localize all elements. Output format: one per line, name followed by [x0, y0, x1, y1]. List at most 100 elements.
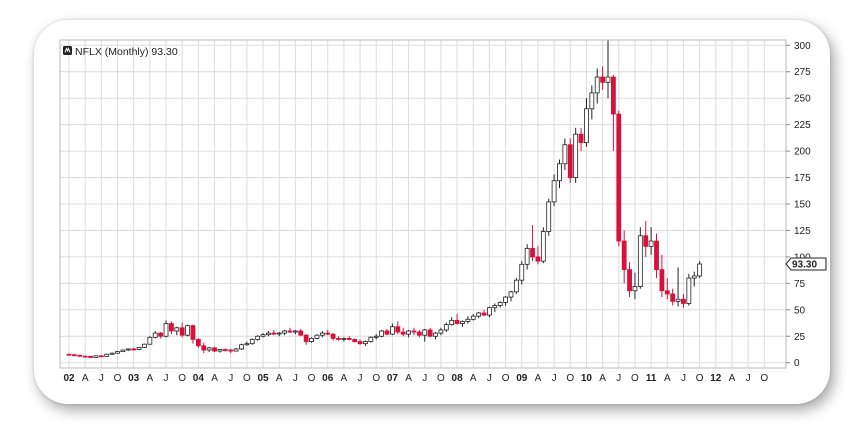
- candle-body: [433, 332, 438, 337]
- sc-logo-icon: [63, 46, 72, 55]
- candle-down: [82, 355, 88, 358]
- last-price-marker: 93.30: [785, 257, 827, 270]
- candle-down: [287, 327, 293, 334]
- y-tick-label: 200: [794, 147, 811, 158]
- candle-body: [449, 319, 455, 326]
- candle-body: [66, 353, 72, 356]
- candle-body: [664, 290, 670, 295]
- candle-body: [487, 307, 492, 316]
- candle-down: [654, 233, 659, 279]
- candle-body: [287, 330, 293, 333]
- candle-up: [686, 273, 692, 306]
- x-tick-label: O: [372, 373, 380, 384]
- candle-up: [648, 227, 654, 255]
- candle-up: [406, 329, 411, 338]
- candle-up: [115, 351, 120, 354]
- candle-up: [373, 334, 379, 340]
- candle-down: [400, 327, 406, 337]
- candle-up: [589, 85, 595, 120]
- candle-down: [567, 138, 573, 183]
- x-tick-label: 11: [646, 373, 657, 384]
- candle-up: [697, 261, 703, 279]
- candle-up: [584, 98, 589, 147]
- candle-up: [104, 353, 110, 357]
- candle-up: [691, 271, 697, 287]
- candle-body: [524, 248, 530, 265]
- candle-up: [93, 355, 99, 358]
- candle-down: [190, 324, 196, 344]
- x-tick-label: 09: [516, 373, 528, 384]
- x-tick-label: A: [599, 373, 606, 384]
- candle-body: [637, 235, 643, 287]
- candle-body: [492, 305, 498, 309]
- y-tick-label: 0: [794, 358, 800, 369]
- candle-up: [309, 337, 314, 343]
- candle-down: [352, 338, 358, 343]
- candle-body: [600, 76, 606, 83]
- candle-body: [163, 323, 169, 337]
- x-tick-label: J: [552, 373, 557, 384]
- candle-down: [578, 127, 584, 152]
- x-tick-label: A: [82, 373, 89, 384]
- candle-body: [697, 263, 703, 277]
- candle-down: [454, 314, 460, 325]
- x-tick-label: A: [341, 373, 348, 384]
- candle-up: [508, 290, 514, 302]
- candle-up: [314, 334, 320, 340]
- candle-up: [163, 320, 169, 338]
- candle-up: [136, 346, 142, 351]
- candle-up: [422, 328, 428, 342]
- candle-up: [443, 322, 449, 333]
- candle-down: [169, 321, 174, 335]
- x-tick-label: 07: [387, 373, 399, 384]
- candle-up: [244, 341, 250, 346]
- y-tick-label: 275: [794, 67, 811, 78]
- x-tick-label: A: [729, 373, 736, 384]
- candle-body: [104, 353, 110, 357]
- candle-body: [282, 330, 288, 334]
- candle-down: [664, 278, 670, 300]
- x-tick-label: J: [616, 373, 621, 384]
- candle-body: [201, 345, 207, 351]
- candle-down: [88, 355, 93, 358]
- candle-body: [540, 231, 546, 262]
- candle-up: [487, 306, 492, 318]
- candle-down: [303, 334, 309, 345]
- candle-body: [503, 296, 508, 303]
- candle-up: [497, 301, 503, 308]
- candle-body: [557, 163, 562, 182]
- candle-body: [249, 339, 255, 345]
- x-tick-label: J: [293, 373, 298, 384]
- candle-body: [190, 325, 196, 340]
- candle-up: [433, 332, 438, 340]
- y-tick-label: 50: [794, 305, 806, 316]
- candle-body: [212, 347, 217, 352]
- candle-down: [610, 74, 616, 152]
- candle-body: [147, 336, 153, 345]
- x-tick-label: A: [535, 373, 542, 384]
- candle-body: [292, 330, 298, 333]
- y-tick-label: 300: [794, 41, 811, 52]
- candle-body: [206, 347, 212, 351]
- candle-body: [325, 332, 331, 335]
- candle-down: [427, 327, 433, 338]
- x-tick-label: 08: [452, 373, 464, 384]
- candle-up: [142, 343, 147, 348]
- candle-body: [594, 76, 600, 94]
- candle-body: [379, 330, 385, 337]
- candle-down: [627, 262, 632, 298]
- candle-body: [513, 279, 519, 293]
- candle-body: [341, 337, 347, 340]
- candle-down: [346, 336, 352, 341]
- candle-up: [120, 349, 126, 353]
- candle-body: [260, 334, 266, 337]
- candle-body: [228, 349, 234, 352]
- y-tick-label: 150: [794, 200, 811, 211]
- candle-body: [460, 321, 465, 324]
- candle-body: [400, 331, 406, 335]
- candle-body: [675, 298, 681, 302]
- candle-up: [594, 68, 600, 104]
- candle-body: [632, 286, 638, 292]
- candle-up: [319, 330, 325, 338]
- candle-body: [465, 318, 471, 322]
